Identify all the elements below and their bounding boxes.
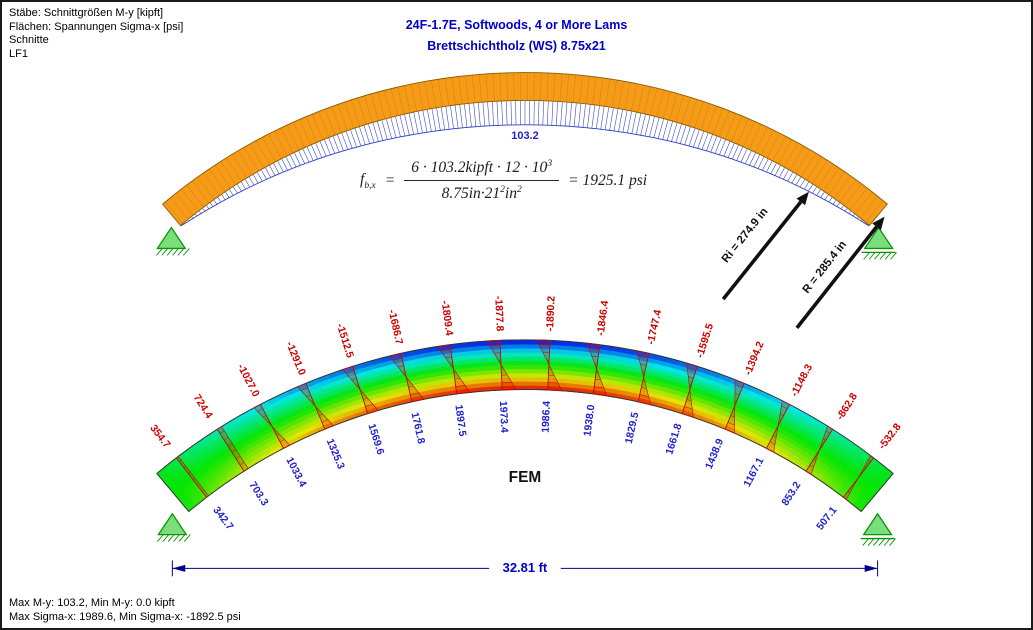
section-stress-bottom-label: 1986.4 [541, 401, 553, 434]
section-stress-top-label: -1148.3 [789, 363, 815, 399]
summary-moment: Max M-y: 103.2, Min M-y: 0.0 kipft [9, 597, 175, 609]
section-stress-bottom-label: 853.2 [780, 480, 803, 508]
section-stress-top-label: -1890.2 [545, 296, 558, 332]
section-stress-bottom-label: 1325.3 [324, 437, 346, 471]
section-stress-bottom-label: 1973.4 [497, 401, 509, 434]
outer-radius-arrow: R = 285.4 in [795, 216, 885, 330]
section-stress-bottom-label: 1761.8 [408, 411, 426, 445]
support-triangle-icon [863, 226, 894, 250]
section-stress-top-label: -1291.0 [283, 340, 307, 377]
section-stress-bottom-label: 342.7 [210, 505, 235, 533]
stress-contour-band[interactable] [156, 339, 894, 513]
span-dimension-label: 32.81 ft [503, 560, 548, 575]
info-line-sections: Schnitte [9, 34, 49, 46]
arch-member[interactable] [161, 72, 888, 227]
formula-fraction: 6 · 103.2kipft · 12 · 103 8.75in·212in2 [404, 158, 560, 203]
fem-label: FEM [509, 469, 542, 486]
section-stress-bottom-label: 1033.4 [283, 456, 308, 490]
section-stress-bottom-label: 1897.5 [452, 404, 467, 437]
support-triangle-icon [156, 226, 187, 250]
section-stress-top-label: -1686.7 [386, 309, 404, 346]
support-roller-top-right [861, 226, 897, 260]
section-stress-top-label: -1877.8 [492, 296, 505, 332]
title-block: 24F-1.7E, Softwoods, 4 or More Lams Bret… [2, 15, 1031, 57]
section-stress-top-label: -1595.5 [695, 322, 716, 359]
support-pin-top-left [156, 226, 190, 256]
info-line-results: Stäbe: Schnittgrößen M-y [kipft] [9, 7, 164, 19]
section-stress-top-label: -862.8 [835, 391, 860, 422]
formula-numerator: 6 · 103.2kipft · 12 · 103 [404, 158, 560, 182]
support-roller-bottom-right [860, 512, 896, 546]
formula-equals: = [384, 171, 396, 189]
fem-arch-outline [156, 339, 894, 513]
section-stress-bottom-label: 1661.8 [664, 422, 684, 456]
section-stress-top-label: 354.7 [147, 423, 172, 451]
section-stress-top-label: -1809.4 [439, 300, 455, 337]
span-dimension: 32.81 ft [171, 560, 879, 577]
support-triangle-icon [157, 512, 188, 536]
arrowhead-icon [872, 216, 885, 231]
info-line-surfaces: Flächen: Spannungen Sigma-x [psi] [9, 20, 184, 33]
inner-radius-arrow-label: Ri = 274.9 in [720, 206, 771, 265]
glulam-arch-elevation: 103.2 [161, 72, 888, 227]
section-stress-top-label: 724.4 [191, 393, 214, 421]
member-lamination-hatch [164, 72, 884, 224]
formula-denominator: 8.75in·212in2 [441, 184, 522, 203]
bending-stress-formula: fb,x = 6 · 103.2kipft · 12 · 103 8.75in·… [360, 158, 647, 203]
view-info-block: Stäbe: Schnittgrößen M-y [kipft] Flächen… [9, 7, 183, 61]
title-line-2: Brettschichtholz (WS) 8.75x21 [427, 39, 606, 53]
moment-diagram-boundary [180, 124, 870, 227]
section-stress-bottom-label: 1938.0 [582, 404, 597, 437]
section-stress-top-label: -1394.2 [743, 340, 767, 377]
section-cut-diagrams [175, 339, 875, 500]
arrowhead-icon [796, 191, 809, 206]
dimension-arrowhead-right-icon [864, 564, 878, 572]
moment-peak-value: 103.2 [511, 130, 538, 142]
formula-result: = 1925.1 psi [568, 171, 648, 189]
dimension-arrowhead-left-icon [172, 564, 186, 572]
support-triangle-icon [862, 512, 893, 536]
inner-radius-arrow: Ri = 274.9 in [720, 191, 809, 301]
section-stress-top-label: -1027.0 [235, 362, 261, 399]
moment-diagram-hatch [184, 100, 866, 224]
section-stress-bottom-label: 1829.5 [624, 411, 642, 445]
formula-lhs: fb,x [360, 170, 376, 191]
section-stress-top-label: -532.8 [877, 422, 904, 452]
section-stress-top-label: -1747.4 [646, 309, 664, 346]
section-stress-bottom-label: 1167.1 [742, 456, 766, 489]
section-stress-top-label: -1846.4 [596, 300, 612, 337]
support-pin-bottom-left [157, 512, 191, 542]
section-stress-bottom-label: 507.1 [815, 505, 840, 533]
section-stress-bottom-label: 703.3 [247, 480, 270, 508]
section-stress-top-label: -1512.5 [334, 322, 355, 359]
title-line-1: 24F-1.7E, Softwoods, 4 or More Lams [405, 18, 628, 32]
outer-radius-arrow-label: R = 285.4 in [801, 239, 850, 296]
result-summary-block: Max M-y: 103.2, Min M-y: 0.0 kipft Max S… [9, 597, 241, 624]
summary-stress: Max Sigma-x: 1989.6, Min Sigma-x: -1892.… [9, 610, 241, 623]
section-stress-bottom-label: 1569.6 [365, 422, 385, 456]
section-stress-bottom-label: 1438.9 [704, 437, 726, 471]
info-line-loadcase: LF1 [9, 47, 28, 60]
